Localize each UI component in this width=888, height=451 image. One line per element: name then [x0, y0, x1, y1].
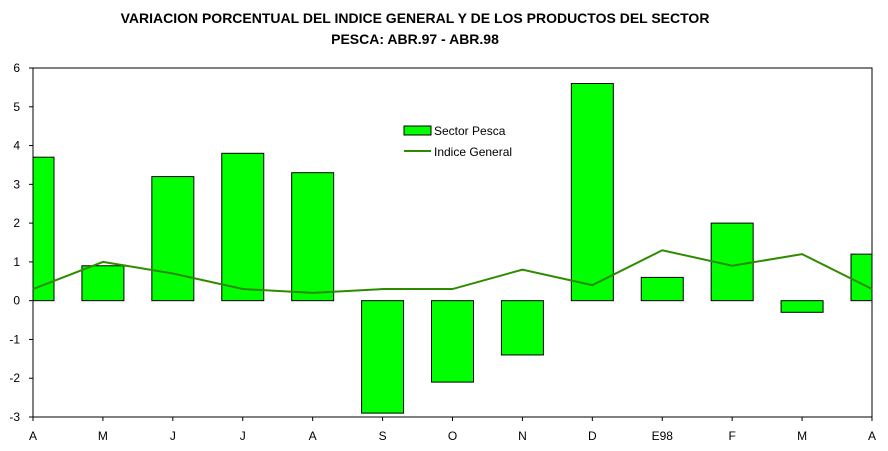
bar-sector-pesca	[850, 253, 873, 302]
y-tick-label: 1	[13, 255, 20, 269]
line-indice-general	[32, 249, 873, 294]
y-tick-label: -3	[9, 410, 20, 424]
bar-sector-pesca	[291, 172, 335, 302]
y-tick-label: 3	[13, 177, 20, 191]
x-tick-label: S	[379, 429, 387, 443]
legend-label-indice-general: Indice General	[434, 145, 512, 159]
bar-sector-pesca	[32, 156, 55, 302]
y-tick-label: -2	[9, 371, 20, 385]
x-tick-label: J	[240, 429, 246, 443]
x-tick-label: M	[797, 429, 807, 443]
x-tick-label: A	[868, 429, 876, 443]
bar-sector-pesca	[151, 176, 195, 302]
y-tick-label: 2	[13, 216, 20, 230]
x-tick-label: O	[448, 429, 457, 443]
bar-sector-pesca	[431, 300, 474, 383]
legend-swatch-sector-pesca	[403, 125, 432, 136]
x-tick-label: A	[29, 429, 37, 443]
y-tick-label: -1	[9, 332, 20, 346]
x-tick-label: D	[588, 429, 597, 443]
bar-sector-pesca	[500, 300, 544, 356]
bar-sector-pesca	[570, 83, 614, 302]
legend-label-sector-pesca: Sector Pesca	[434, 124, 506, 138]
x-tick-label: A	[309, 429, 317, 443]
y-tick-label: 6	[13, 61, 20, 75]
x-tick-label: N	[518, 429, 527, 443]
bar-sector-pesca	[780, 300, 824, 313]
chart-title-line1: VARIACION PORCENTUAL DEL INDICE GENERAL …	[120, 10, 710, 26]
x-tick-label: J	[170, 429, 176, 443]
y-tick-label: 4	[13, 139, 20, 153]
bar-sector-pesca	[361, 300, 405, 414]
x-tick-label: M	[98, 429, 108, 443]
bar-sector-pesca	[81, 265, 125, 302]
bar-sector-pesca	[221, 152, 265, 302]
y-tick-label: 5	[13, 100, 20, 114]
chart-title-line2: PESCA: ABR.97 - ABR.98	[331, 31, 499, 47]
y-tick-label: 0	[13, 294, 20, 308]
x-tick-label: F	[728, 429, 735, 443]
bar-sector-pesca	[640, 276, 684, 302]
x-tick-label: E98	[652, 429, 674, 443]
